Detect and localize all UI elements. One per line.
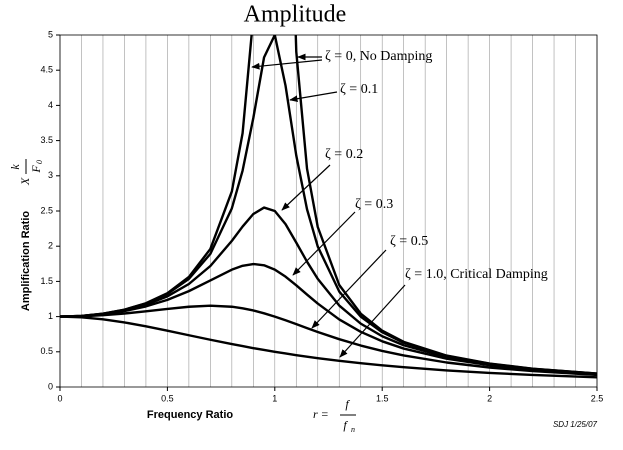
x-tick-label: 1 (272, 393, 277, 403)
x-formula-text: f (343, 418, 348, 432)
x-formula: r = f f n (313, 397, 356, 434)
series-label: ζ = 0.2 (325, 147, 363, 162)
y-tick-label: 4.5 (40, 65, 53, 75)
y-formula-text: 0 (35, 160, 44, 164)
y-tick-label: 1 (48, 311, 53, 321)
x-tick-label: 1.5 (376, 393, 389, 403)
series-line (60, 262, 597, 376)
y-tick-label: 2.5 (40, 205, 53, 215)
y-tick-label: 1.5 (40, 276, 53, 286)
label-arrow (281, 164, 331, 211)
y-tick-label: 4 (48, 100, 53, 110)
plot-frame (59, 34, 598, 388)
y-formula-text: F (29, 165, 43, 174)
label-arrow (289, 91, 338, 103)
label-arrow (251, 59, 323, 70)
y-axis-title-group: Amplification Ratio X k F 0 (8, 159, 44, 311)
series-label: ζ = 0.3 (355, 197, 393, 212)
footnote: SDJ 1/25/07 (553, 420, 598, 429)
label-arrow (292, 211, 356, 276)
series-label: ζ = 0.5 (390, 234, 428, 249)
y-axis-title: Amplification Ratio (20, 211, 32, 312)
y-formula-text: X (18, 177, 32, 186)
series-label: ζ = 1.0, Critical Damping (405, 267, 548, 282)
y-tick-label: 2 (48, 241, 53, 251)
x-formula-text: f (345, 397, 350, 411)
x-axis-title: Frequency Ratio (147, 409, 233, 421)
y-tick-label: 0.5 (40, 346, 53, 356)
y-formula-text: k (8, 164, 22, 170)
x-tick-label: 0 (57, 393, 62, 403)
series-line (60, 206, 597, 376)
y-tick-label: 3 (48, 170, 53, 180)
plot-area (60, 35, 597, 379)
x-tick-label: 0.5 (161, 393, 174, 403)
series-label: ζ = 0.1 (340, 82, 378, 97)
x-formula-text: r = (313, 407, 329, 421)
y-tick-label: 0 (48, 381, 53, 391)
series-label: ζ = 0, No Damping (325, 49, 432, 64)
label-arrow (339, 284, 406, 358)
label-arrow (311, 249, 387, 329)
series-line (60, 35, 597, 375)
chart-title: Amplitude (244, 2, 347, 28)
y-tick-label: 5 (48, 29, 53, 39)
y-tick-label: 3.5 (40, 135, 53, 145)
series-line (60, 304, 597, 377)
x-tick-label: 2.5 (591, 393, 604, 403)
x-formula-text: n (351, 425, 355, 434)
x-tick-label: 2 (487, 393, 492, 403)
series-line (60, 315, 597, 379)
